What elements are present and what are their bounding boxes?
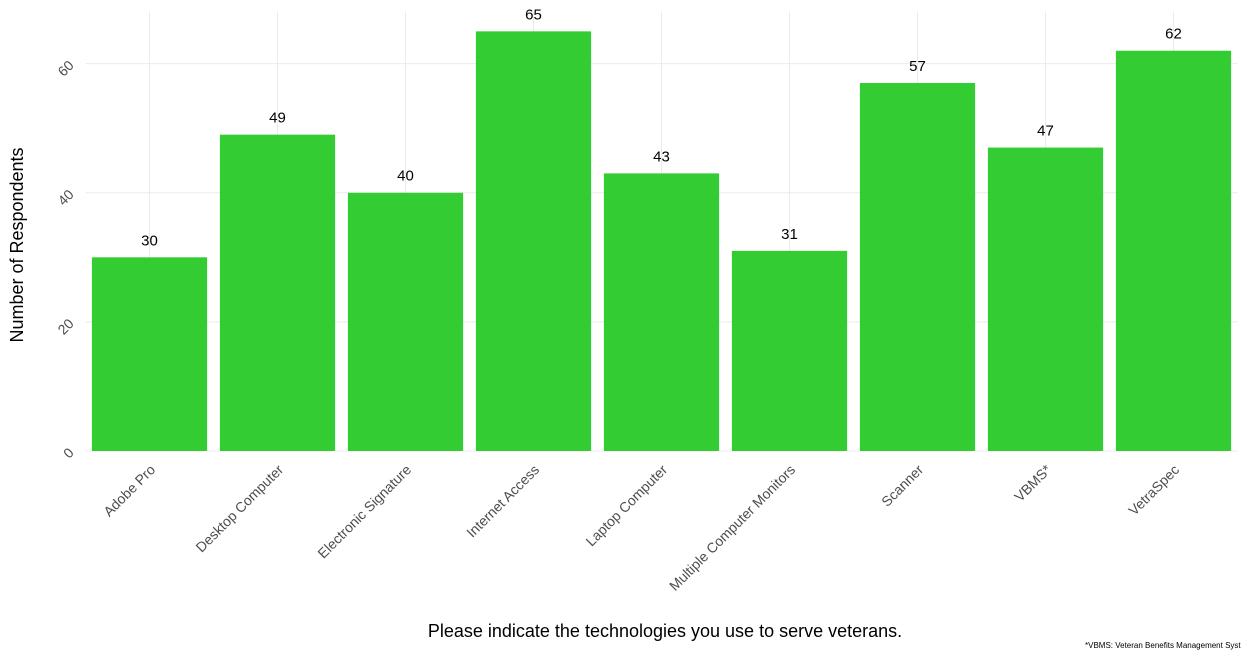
x-tick-label: Multiple Computer Monitors (666, 461, 798, 593)
data-label: 57 (909, 58, 926, 75)
x-axis-title: Please indicate the technologies you use… (428, 621, 902, 641)
data-label: 62 (1165, 26, 1182, 43)
y-axis-title: Number of Respondents (7, 147, 27, 342)
x-tick-label: Scanner (878, 461, 926, 509)
bar (731, 250, 848, 451)
y-tick-label: 0 (60, 444, 77, 461)
y-tick-label: 20 (54, 315, 76, 337)
data-label: 30 (141, 232, 158, 249)
footnote: *VBMS: Veteran Benefits Management Syste (1085, 641, 1241, 650)
bar (859, 83, 976, 451)
data-label: 43 (653, 148, 670, 165)
x-tick-label: VetraSpec (1125, 461, 1182, 518)
bar (987, 147, 1104, 451)
data-label: 31 (781, 226, 798, 243)
bar (347, 192, 464, 451)
x-tick-label: Laptop Computer (582, 461, 670, 549)
bar (219, 134, 336, 452)
x-tick-label: Electronic Signature (314, 461, 414, 561)
bar (91, 257, 208, 451)
x-tick-label: VBMS* (1011, 461, 1055, 505)
bar (475, 31, 592, 452)
x-tick-label: Adobe Pro (100, 461, 158, 519)
data-label: 47 (1037, 123, 1054, 140)
bar (1115, 50, 1232, 452)
data-label: 40 (397, 168, 414, 185)
data-label: 49 (269, 110, 286, 127)
x-tick-label: Internet Access (463, 461, 542, 540)
y-tick-label: 60 (54, 57, 76, 79)
y-tick-label: 40 (54, 186, 76, 208)
x-tick-label: Desktop Computer (192, 461, 286, 555)
data-label: 65 (525, 6, 542, 23)
bar (603, 173, 720, 451)
